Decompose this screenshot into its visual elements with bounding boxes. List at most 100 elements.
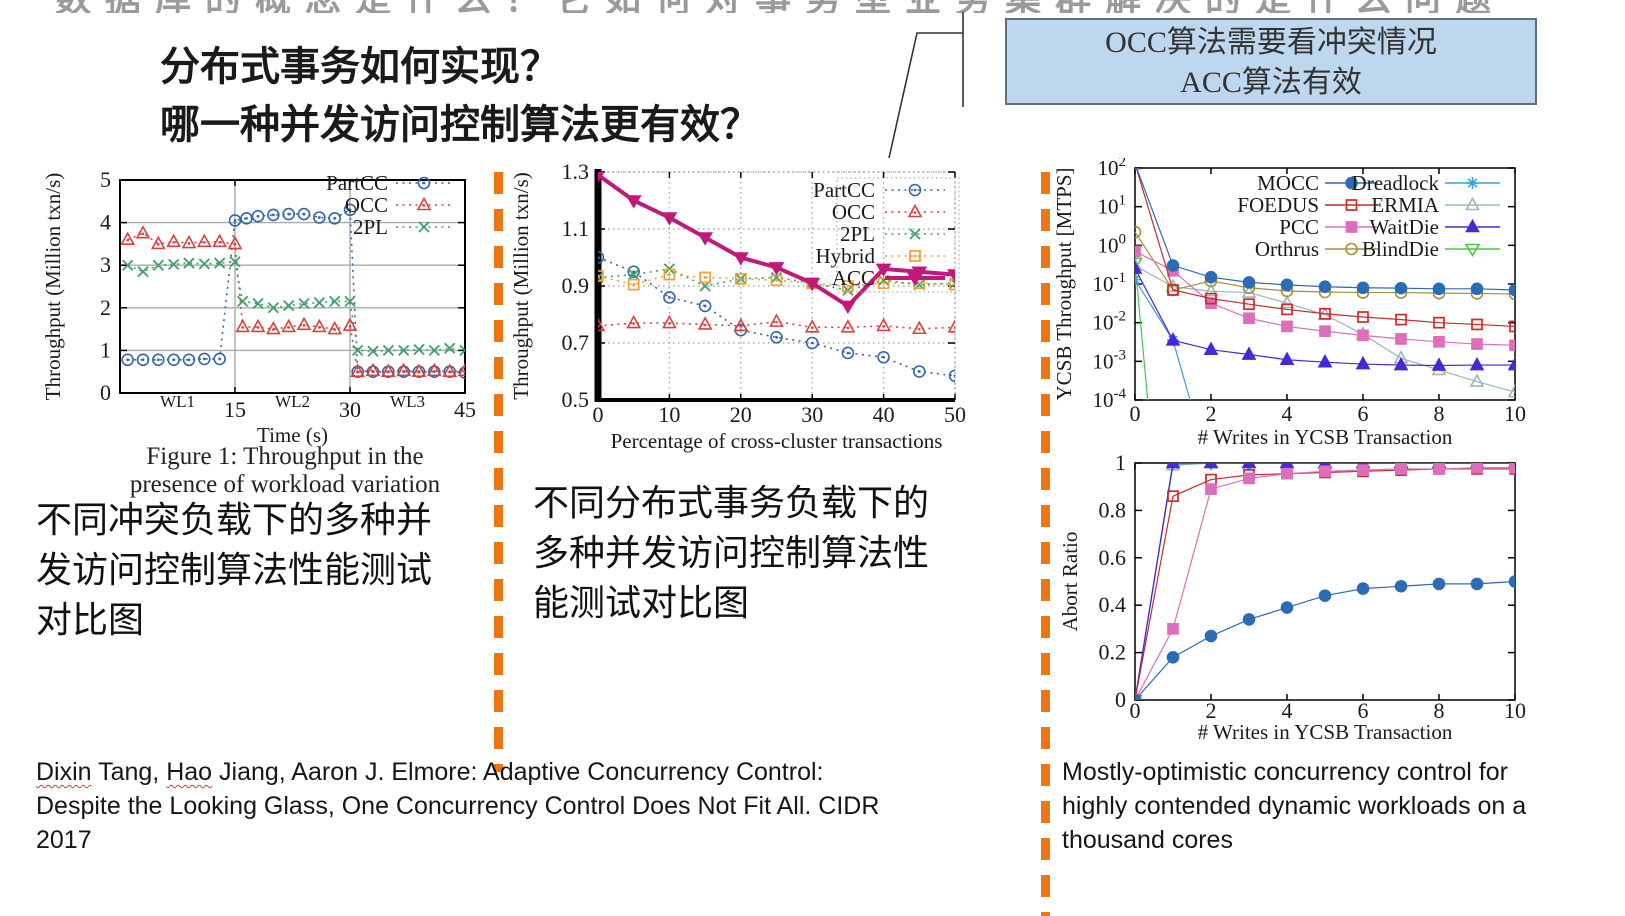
y-tick-label: 102 [1098, 158, 1127, 180]
x-tick-label: 2 [1206, 401, 1217, 426]
left-chart-caption-cn: 不同冲突负载下的多种并 发访问控制算法性能测试 对比图 [36, 495, 432, 645]
legend-label: WaitDie [1370, 215, 1439, 239]
citation-left: Dixin Tang, Hao Jiang, Aaron J. Elmore: … [36, 755, 906, 857]
misspelled-word: Dixin [36, 758, 92, 786]
callout-line-1: OCC算法需要看冲突情况 [1105, 26, 1437, 59]
series-ERMIA [1135, 463, 1515, 700]
y-tick-label: 0.6 [1099, 545, 1127, 570]
citation-fragment: Tang, [91, 758, 167, 786]
series-ACC [598, 172, 955, 315]
x-tick-label: 2 [1206, 698, 1217, 723]
x-axis-label: Percentage of cross-cluster transactions [611, 429, 943, 453]
x-axis-label: # Writes in YCSB Transaction [1198, 720, 1453, 744]
y-tick-label: 10-1 [1093, 270, 1127, 296]
mid-cn-line2: 多种并发访问控制算法性 [533, 533, 930, 573]
x-tick-label: 8 [1434, 401, 1445, 426]
x-tick-label: 40 [873, 402, 895, 427]
series-OCC [120, 225, 465, 377]
y-axis-label: Throughput (Million txn/s) [513, 172, 533, 400]
x-tick-label: 8 [1434, 698, 1445, 723]
region-label: WL3 [390, 392, 425, 411]
x-tick-label: 30 [801, 402, 823, 427]
y-tick-label: 1.1 [562, 216, 590, 241]
legend-label: ERMIA [1371, 193, 1440, 217]
citation-right-line2: highly contended dynamic workloads on a [1062, 792, 1527, 820]
x-tick-label: 0 [1130, 401, 1141, 426]
left-cn-line1: 不同冲突负载下的多种并 [36, 500, 433, 540]
vertical-divider-right [1041, 172, 1050, 916]
series-BlindDie [1135, 463, 1515, 700]
legend-label: FOEDUS [1237, 193, 1319, 217]
citation-fragment: Jiang, Aaron J. Elmore: Adaptive Concurr… [212, 758, 824, 786]
title-line-2: 哪一种并发访问控制算法更有效？ [160, 102, 760, 147]
region-label: WL1 [160, 392, 195, 411]
legend-label: Dreadlock [1352, 171, 1440, 195]
ycsb-throughput-chart: 0 2 4 6 8 10 102 101 100 10-1 10-2 10-3 10-4 # Writes… [1055, 158, 1526, 449]
callout-line-2: ACC算法有效 [1180, 66, 1362, 99]
legend-label: PartCC [326, 171, 388, 195]
slide-title: 分布式事务如何实现？ 哪一种并发访问控制算法更有效？ [160, 38, 760, 154]
y-tick-label: 1.3 [562, 159, 590, 184]
citation-left-line2: Despite the Looking Glass, One Concurren… [36, 792, 880, 820]
series-2PL [122, 256, 465, 357]
y-axis-label: Abort Ratio [1058, 532, 1082, 632]
series-Dreadlock [1135, 463, 1515, 700]
x-tick-label: 10 [1504, 401, 1526, 426]
series-WaitDie [1135, 463, 1515, 700]
y-tick-label: 0.5 [562, 387, 590, 412]
citation-right-line1: Mostly-optimistic concurrency control fo… [1062, 758, 1508, 786]
title-line-1: 分布式事务如何实现？ [160, 44, 560, 89]
region-label: WL2 [275, 392, 310, 411]
top-clipped-text: 数据库的概念是什么？它如何对事务型业务集群解决的是什么问题 [0, 0, 1625, 13]
y-tick-label: 2 [100, 295, 111, 320]
series-PartCC [121, 203, 465, 379]
x-tick-label: 0 [593, 402, 604, 427]
y-tick-label: 10-4 [1093, 386, 1127, 412]
cross-cluster-chart: 0 10 20 30 40 50 0.5 0.7 0.9 1.1 1.3 Percentage of … [513, 159, 966, 453]
x-tick-label: 6 [1358, 401, 1369, 426]
figure1-caption-line2: presence of workload variation [129, 471, 441, 498]
abort-ratio-chart: 0 2 4 6 8 10 0 0.2 0.4 0.6 0.8 1 # Writes in YCSB Tr… [1058, 450, 1526, 744]
callout-leader-lines [888, 12, 964, 159]
figure1-caption-line1: Figure 1: Throughput in the [146, 443, 424, 470]
x-tick-label: 20 [730, 402, 752, 427]
legend-label: PCC [1279, 215, 1319, 239]
series-MOCC [1135, 168, 1515, 297]
x-tick-label: 10 [658, 402, 680, 427]
series-PCC [1135, 463, 1515, 700]
x-axis-label: # Writes in YCSB Transaction [1198, 425, 1453, 449]
legend-label: MOCC [1257, 171, 1319, 195]
series-WaitDie [1135, 260, 1515, 371]
citation-left-line3: 2017 [36, 826, 92, 854]
y-tick-label: 100 [1098, 231, 1127, 257]
legend-label: Hybrid [816, 244, 876, 268]
callout-box: OCC算法需要看冲突情况 ACC算法有效 [1005, 18, 1537, 105]
y-tick-label: 1 [1115, 450, 1126, 475]
vertical-divider-left [494, 172, 503, 772]
figure1-caption: Figure 1: Throughput in the presence of … [70, 443, 500, 499]
legend-label: PartCC [813, 178, 875, 202]
x-tick-label: 4 [1282, 698, 1293, 723]
x-tick-label: 0 [1130, 698, 1141, 723]
legend-label: Orthrus [1255, 237, 1319, 261]
y-tick-label: 0 [1115, 687, 1126, 712]
misspelled-word: Hao [166, 758, 213, 786]
series-FOEDUS [1135, 168, 1515, 333]
citation-left-line1: Dixin Tang, Hao Jiang, Aaron J. Elmore: … [36, 755, 906, 789]
legend-label: 2PL [840, 222, 875, 246]
middle-chart-caption-cn: 不同分布式事务负载下的 多种并发访问控制算法性 能测试对比图 [533, 478, 929, 628]
y-tick-label: 0.4 [1099, 592, 1127, 617]
legend-label: BlindDie [1362, 237, 1439, 261]
y-tick-label: 0.9 [562, 273, 590, 298]
y-axis-label: YCSB Throughput [MTPS] [1055, 168, 1076, 401]
x-axis-label: Time (s) [257, 423, 328, 447]
x-tick-label: 30 [339, 397, 361, 422]
series-MOCC [1135, 575, 1515, 700]
citation-right: Mostly-optimistic concurrency control fo… [1062, 755, 1562, 857]
y-tick-label: 4 [100, 210, 111, 235]
citation-right-line3: thousand cores [1062, 826, 1233, 854]
left-cn-line2: 发访问控制算法性能测试 [36, 550, 433, 590]
y-tick-label: 0.8 [1099, 497, 1127, 522]
